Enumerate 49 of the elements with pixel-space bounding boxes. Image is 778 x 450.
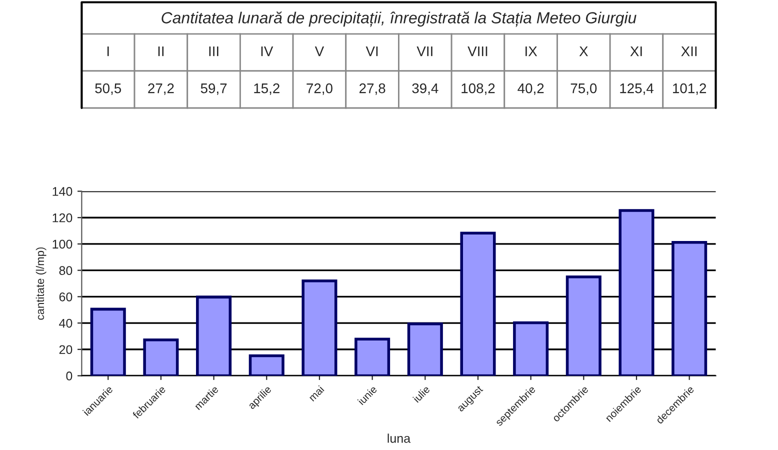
text: VIII	[468, 46, 488, 56]
bar	[618, 209, 654, 376]
bar	[90, 308, 126, 376]
data-label: 75,0	[570, 83, 597, 95]
text: VI	[366, 46, 378, 56]
bar	[354, 338, 390, 376]
text: IV	[261, 46, 274, 56]
y-axis-title: cantitate (l/mp)	[36, 247, 46, 320]
data-label: 108,2	[462, 83, 495, 95]
y-tick-label: 40	[59, 318, 72, 328]
text: XII	[681, 46, 697, 56]
bar	[407, 322, 443, 376]
text: I	[107, 46, 109, 56]
data-label: 59,7	[200, 83, 227, 95]
chart-title: Cantitatea lunară de precipitații, înregistrată la Stația Meteo Giurgiu	[162, 12, 636, 27]
data-label: 27,2	[148, 83, 174, 95]
y-tick-label: 80	[59, 266, 72, 275]
data-label: 72,0	[306, 83, 332, 95]
data-label: 125,4	[620, 83, 654, 95]
y-tick-label: 0	[66, 372, 72, 380]
y-tick-label: 120	[52, 213, 72, 222]
data-label: 39,4	[412, 83, 438, 95]
data-label: 40,2	[518, 83, 544, 95]
text: IX	[526, 46, 538, 56]
bar	[672, 240, 708, 376]
y-tick-label: 60	[59, 292, 72, 302]
bar	[302, 279, 338, 376]
text: II	[158, 46, 164, 56]
bar	[460, 232, 496, 376]
bar	[248, 354, 284, 376]
x-tick-label: iulie	[412, 385, 430, 403]
bar	[513, 321, 549, 376]
data-label: 50,5	[95, 83, 122, 95]
y-tick-label: 20	[59, 345, 72, 354]
y-tick-label: 100	[52, 240, 72, 249]
x-axis-title: luna	[388, 434, 411, 443]
text: V	[314, 46, 324, 56]
y-tick-label: 140	[52, 187, 72, 196]
text: III	[209, 46, 218, 56]
data-label: 101,2	[673, 83, 706, 95]
text: XI	[630, 46, 642, 56]
text: X	[579, 46, 588, 56]
text: VII	[416, 46, 432, 56]
bar	[196, 296, 232, 376]
data-label: 15,2	[254, 83, 280, 95]
x-tick-label: mai	[308, 385, 324, 402]
data-label: 27,8	[359, 83, 386, 95]
bar	[143, 338, 179, 376]
bar	[566, 276, 602, 376]
